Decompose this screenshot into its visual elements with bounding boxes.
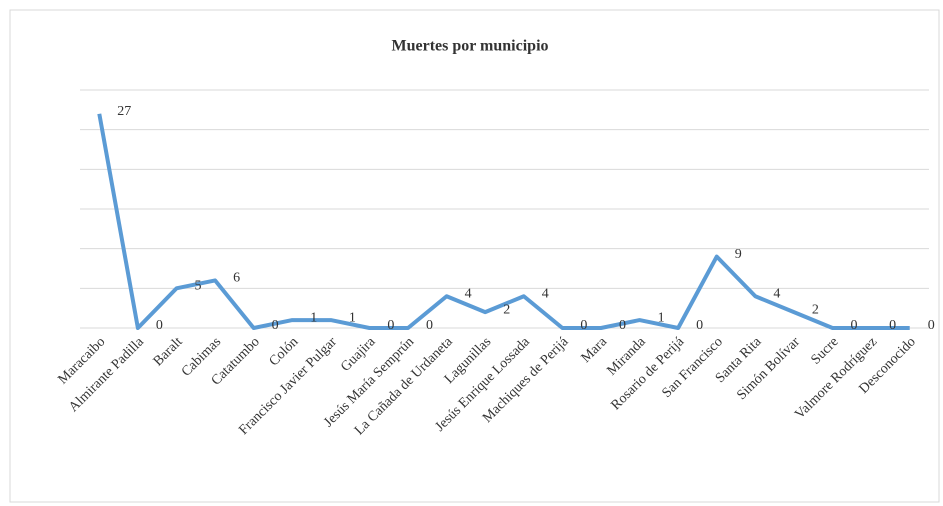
- data-label: 0: [928, 318, 935, 333]
- data-label: 1: [658, 310, 665, 325]
- data-label: 4: [542, 286, 549, 301]
- data-label: 5: [194, 279, 201, 294]
- data-label: 0: [156, 318, 163, 333]
- data-label: 4: [773, 286, 780, 301]
- data-label: 1: [349, 310, 356, 325]
- data-label: 27: [117, 104, 131, 119]
- data-label: 0: [272, 318, 279, 333]
- chart-frame: [9, 9, 940, 503]
- data-label: 1: [310, 310, 317, 325]
- data-label: 9: [735, 247, 742, 262]
- data-label: 0: [426, 318, 433, 333]
- data-label: 0: [387, 318, 394, 333]
- data-label: 0: [851, 318, 858, 333]
- data-label: 0: [619, 318, 626, 333]
- data-label: 0: [580, 318, 587, 333]
- chart-title: Muertes por municipio: [391, 38, 548, 55]
- data-label: 4: [465, 286, 472, 301]
- data-label: 0: [696, 318, 703, 333]
- line: [97, 113, 910, 330]
- data-label: 0: [889, 318, 896, 333]
- data-label: 6: [233, 271, 240, 286]
- data-label: 2: [812, 302, 819, 317]
- data-label: 2: [503, 302, 510, 317]
